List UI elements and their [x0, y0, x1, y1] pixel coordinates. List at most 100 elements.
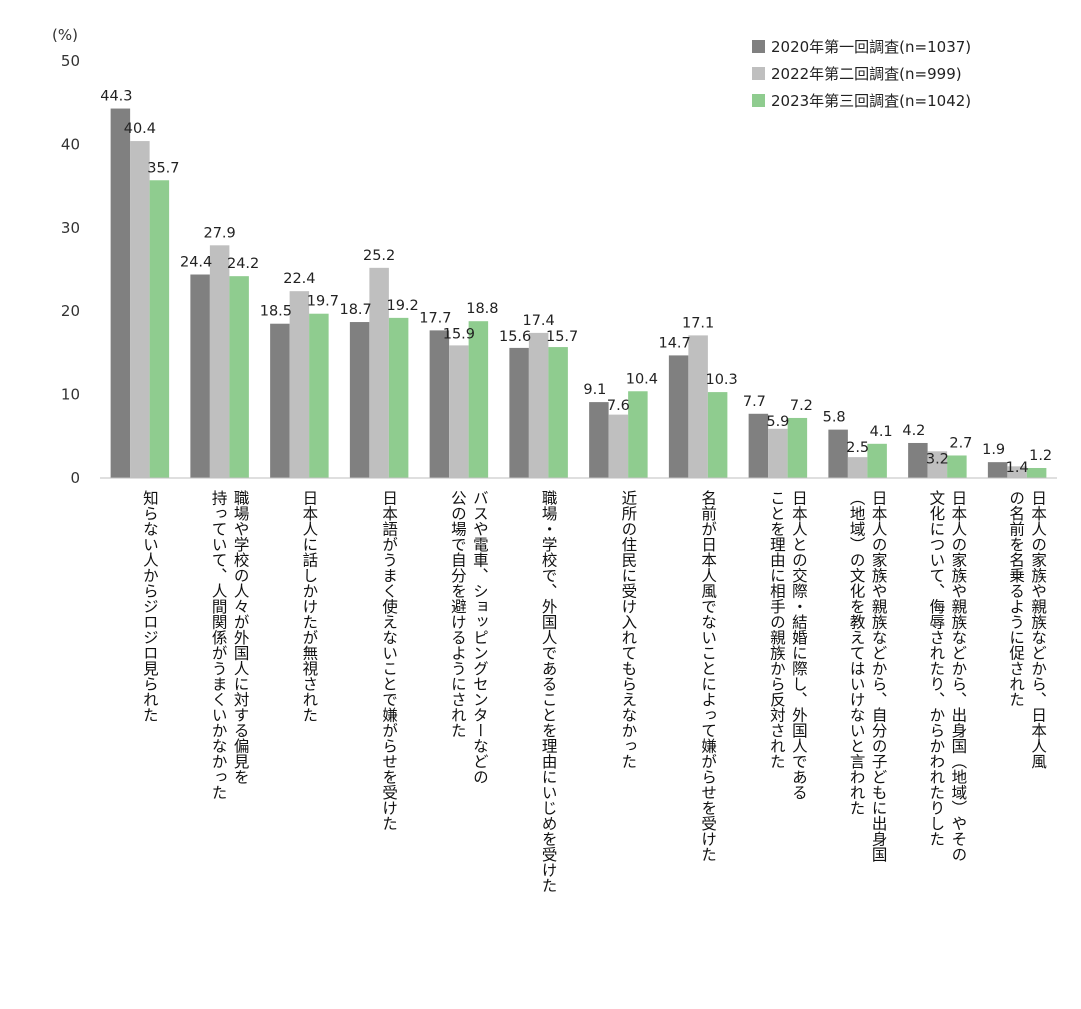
data-label: 5.8: [823, 410, 846, 426]
data-label: 5.9: [766, 414, 789, 430]
category-label: 文化について、侮辱されたり、からかわれたりした: [927, 490, 945, 847]
bar: [209, 245, 230, 478]
category-label: 持っていて、人間関係がうまくいかなかった: [210, 490, 228, 801]
data-label: 7.7: [743, 394, 766, 410]
data-label: 10.4: [626, 371, 658, 387]
bar: [987, 462, 1008, 478]
bars: [110, 108, 1047, 479]
bar: [787, 417, 808, 478]
data-label: 24.2: [227, 256, 259, 272]
legend-label: 2020年第一回調査(n=1037): [771, 38, 971, 56]
category-label: 日本人の家族や親族などから、自分の子どもに出身国: [870, 490, 888, 862]
data-label: 1.4: [1006, 460, 1029, 476]
data-label: 18.8: [466, 301, 498, 317]
data-label: 24.4: [180, 255, 212, 271]
bar: [229, 276, 249, 478]
legend-label: 2023年第三回調査(n=1042): [771, 92, 971, 110]
y-tick-label: 30: [61, 219, 80, 237]
data-label: 4.2: [902, 423, 925, 439]
category-label: 職場・学校で、外国人であることを理由にいじめを受けた: [540, 490, 558, 894]
bar: [847, 457, 868, 478]
y-tick-label: 10: [61, 386, 80, 404]
data-label: 44.3: [100, 89, 132, 105]
bar: [509, 347, 529, 478]
category-labels: 知らない人からジロジロ見られた 職場や学校の人々が外国人に対する偏見を持っていて、…: [141, 490, 1047, 894]
data-labels: 44.3 40.4 35.7 24.4 27.9 24.2 18.5 22.4 19.718.7…: [100, 89, 1052, 476]
data-label: 19.7: [307, 294, 339, 310]
category-label: 日本人に話しかけたが無視された: [300, 490, 318, 723]
data-label: 17.7: [419, 310, 451, 326]
bar: [608, 414, 629, 478]
legend: 2020年第一回調査(n=1037) 2022年第二回調査(n=999) 2023年…: [752, 38, 971, 110]
bar: [927, 451, 948, 478]
category-label: 日本語がうまく使えないことで嫌がらせを受けた: [380, 490, 398, 831]
bar: [688, 335, 708, 478]
category-label: 近所の住民に受け入れてもらえなかった: [619, 490, 637, 770]
bar: [528, 332, 549, 478]
category-label: 職場や学校の人々が外国人に対する偏見を: [232, 490, 250, 785]
data-label: 15.6: [499, 329, 531, 345]
data-label: 25.2: [363, 248, 395, 264]
data-label: 9.1: [583, 382, 606, 398]
data-label: 2.7: [949, 435, 972, 451]
data-label: 27.9: [203, 225, 235, 241]
data-label: 7.6: [607, 398, 630, 414]
category-label: 公の場で自分を避けるようにされた: [449, 490, 467, 738]
data-label: 22.4: [283, 271, 315, 287]
bar: [908, 442, 928, 478]
data-label: 10.3: [705, 372, 737, 388]
bar: [429, 330, 450, 478]
data-label: 15.7: [546, 329, 578, 345]
bar: [388, 317, 409, 478]
bar: [369, 267, 389, 478]
legend-swatch: [752, 40, 765, 53]
data-label: 14.7: [658, 335, 690, 351]
data-label: 1.2: [1029, 448, 1052, 464]
bar: [748, 413, 769, 478]
y-axis-unit: (%): [52, 26, 78, 44]
data-label: 17.4: [522, 313, 554, 329]
bar: [589, 402, 609, 478]
bar: [548, 347, 568, 478]
data-label: 3.2: [926, 451, 949, 467]
data-label: 19.2: [386, 298, 418, 314]
bar: [947, 455, 967, 478]
legend-swatch: [752, 67, 765, 80]
category-label: バスや電車、ショッピングセンターなどの: [471, 490, 489, 785]
category-label: ことを理由に相手の親族から反対された: [768, 490, 786, 769]
bar: [149, 180, 170, 478]
bar: [867, 443, 887, 478]
category-label: （地域）の文化を教えてはいけないと言われた: [848, 490, 866, 816]
bar: [110, 108, 131, 479]
category-label: 知らない人からジロジロ見られた: [141, 490, 159, 723]
category-label: 日本人の家族や親族などから、日本人風: [1029, 490, 1047, 770]
legend-swatch: [752, 94, 765, 107]
data-label: 7.2: [790, 398, 813, 414]
data-label: 18.5: [260, 304, 292, 320]
bar: [190, 274, 210, 478]
bar: [468, 321, 489, 478]
bar: [270, 323, 290, 478]
data-label: 18.7: [339, 302, 371, 318]
bar: [1026, 467, 1047, 478]
bar: [768, 428, 788, 478]
category-label: の名前を名乗るように促された: [1007, 490, 1025, 707]
bar: [628, 391, 648, 478]
bar: [309, 313, 329, 478]
bar: [449, 345, 469, 478]
bar: [668, 355, 689, 478]
y-tick-label: 50: [61, 52, 80, 70]
data-label: 2.5: [846, 440, 869, 456]
data-label: 1.9: [982, 442, 1005, 458]
legend-label: 2022年第二回調査(n=999): [771, 65, 962, 83]
data-label: 15.9: [443, 326, 475, 342]
y-tick-label: 20: [61, 302, 80, 320]
category-label: 日本人の家族や親族などから、出身国（地域）やその: [949, 490, 967, 862]
y-axis: 0 10 20 30 40 50: [61, 52, 80, 487]
bar: [289, 291, 310, 478]
category-label: 名前が日本人風でないことによって嫌がらせを受けた: [699, 490, 717, 863]
y-tick-label: 0: [70, 469, 80, 487]
data-label: 17.1: [682, 315, 714, 331]
bar: [349, 322, 370, 478]
